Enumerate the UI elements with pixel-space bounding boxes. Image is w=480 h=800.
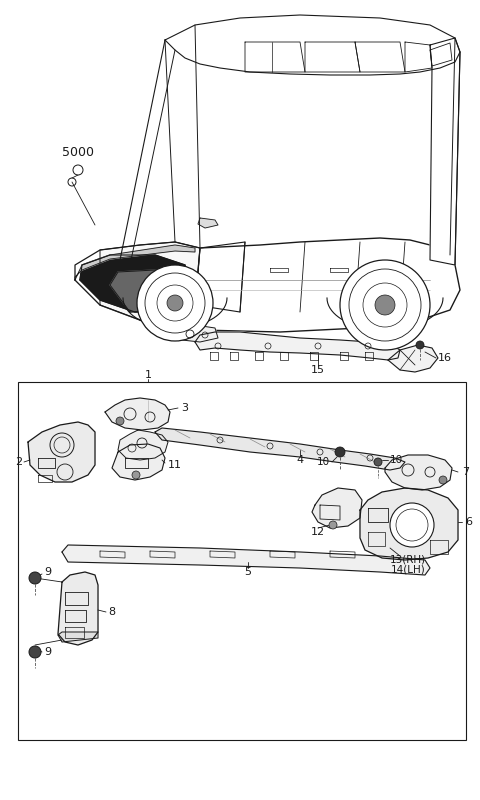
Circle shape bbox=[116, 417, 124, 425]
Circle shape bbox=[390, 503, 434, 547]
Polygon shape bbox=[112, 444, 165, 480]
Polygon shape bbox=[155, 428, 405, 470]
Polygon shape bbox=[165, 15, 460, 75]
Text: 15: 15 bbox=[311, 365, 325, 375]
Polygon shape bbox=[62, 545, 430, 575]
Text: 9: 9 bbox=[45, 647, 51, 657]
Polygon shape bbox=[58, 632, 98, 642]
Text: 14(LH): 14(LH) bbox=[391, 565, 425, 575]
Circle shape bbox=[29, 572, 41, 584]
Circle shape bbox=[439, 476, 447, 484]
Polygon shape bbox=[312, 488, 362, 528]
Polygon shape bbox=[195, 332, 400, 360]
Text: 2: 2 bbox=[15, 457, 22, 467]
Polygon shape bbox=[105, 398, 170, 430]
Text: 16: 16 bbox=[438, 353, 452, 363]
Polygon shape bbox=[58, 572, 98, 645]
Text: 5: 5 bbox=[244, 567, 252, 577]
Polygon shape bbox=[180, 325, 218, 342]
Text: 3: 3 bbox=[181, 403, 189, 413]
Polygon shape bbox=[100, 242, 200, 320]
Text: 1: 1 bbox=[144, 370, 152, 380]
Text: 12: 12 bbox=[311, 527, 325, 537]
Polygon shape bbox=[80, 255, 190, 312]
Circle shape bbox=[374, 458, 382, 466]
Polygon shape bbox=[118, 430, 168, 460]
Text: 10: 10 bbox=[317, 457, 330, 467]
Text: 9: 9 bbox=[45, 567, 51, 577]
Text: 6: 6 bbox=[465, 517, 472, 527]
Polygon shape bbox=[198, 218, 218, 228]
Circle shape bbox=[29, 646, 41, 658]
Text: 8: 8 bbox=[108, 607, 116, 617]
Circle shape bbox=[416, 341, 424, 349]
Polygon shape bbox=[75, 238, 460, 332]
Text: 5000: 5000 bbox=[62, 146, 94, 158]
Text: 13(RH): 13(RH) bbox=[390, 555, 426, 565]
Polygon shape bbox=[75, 245, 195, 280]
Polygon shape bbox=[360, 488, 458, 560]
Polygon shape bbox=[430, 38, 460, 265]
Polygon shape bbox=[28, 422, 95, 482]
Text: 7: 7 bbox=[462, 467, 469, 477]
Circle shape bbox=[335, 447, 345, 457]
Circle shape bbox=[329, 521, 337, 529]
Polygon shape bbox=[110, 270, 185, 312]
Circle shape bbox=[132, 471, 140, 479]
Circle shape bbox=[167, 295, 183, 311]
Circle shape bbox=[340, 260, 430, 350]
Circle shape bbox=[375, 295, 395, 315]
Polygon shape bbox=[75, 242, 200, 320]
Polygon shape bbox=[385, 455, 452, 490]
Bar bbox=[18, 382, 466, 740]
Polygon shape bbox=[388, 345, 438, 372]
Text: 4: 4 bbox=[297, 455, 303, 465]
Circle shape bbox=[137, 265, 213, 341]
Text: 11: 11 bbox=[168, 460, 182, 470]
Text: 10: 10 bbox=[390, 455, 403, 465]
